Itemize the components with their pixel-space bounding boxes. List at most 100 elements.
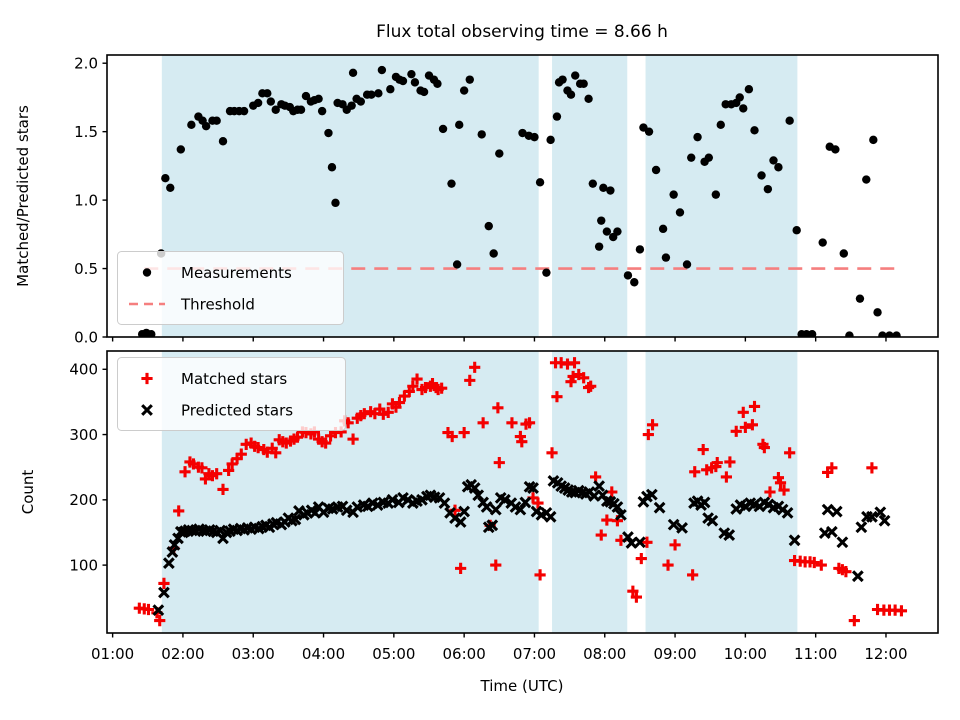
dot-marker [419,87,429,97]
plus-marker [746,419,758,431]
plus-marker [407,380,419,392]
dot-marker [386,85,395,94]
x-marker [788,534,801,547]
plus-marker [642,428,654,441]
dot-marker [495,149,504,158]
plus-marker [641,536,653,548]
plus-marker [720,471,732,483]
plus-marker [784,447,796,459]
dot-marker [687,153,696,162]
y-tick-label: 300 [69,426,98,444]
top-y-axis-label: Matched/Predicted stars [14,105,32,287]
x-marker [611,501,624,513]
dot-marker [452,260,462,269]
plus-marker [532,497,544,509]
dot-marker [630,278,639,287]
dot-marker [271,105,280,114]
plus-marker [748,400,761,413]
plus-marker [689,466,701,478]
dot-marker [301,91,311,101]
dot-marker [518,128,527,138]
plus-marker [455,562,467,574]
dot-marker [356,97,365,106]
dot-marker [367,90,376,99]
plus-marker [826,462,838,474]
dot-marker [704,153,714,162]
x-marker [825,525,838,538]
plus-marker [595,529,607,541]
y-tick-label: 1.0 [74,191,98,209]
legend-dot-marker [142,268,152,277]
dot-marker [433,79,442,88]
x-marker [645,488,658,501]
dot-marker [218,137,228,146]
plus-marker [173,505,185,517]
x-tick-label: 05:00 [372,645,415,663]
dot-marker [862,175,871,184]
plus-marker [534,569,546,581]
plus-marker [223,464,235,477]
legend-item-label: Threshold [180,295,255,313]
dot-marker [613,227,622,236]
plus-marker [758,442,770,454]
plus-marker [490,559,502,571]
x-tick-label: 10:00 [724,645,767,663]
bottom-legend: Matched stars Predicted stars [117,357,346,431]
x-marker [781,506,794,519]
dot-marker [885,331,894,337]
dot-marker [602,227,612,236]
dot-marker [769,156,778,165]
x-marker [667,518,680,531]
plus-marker [635,552,647,565]
dot-marker [327,163,337,172]
bottom-axes: 100 200 300 400 01:00 02:00 03:00 04:00 05:00 06:… [69,350,939,663]
plus-marker [196,462,208,474]
plus-marker [808,556,820,569]
dot-marker [546,135,555,145]
dot-marker [348,68,358,77]
plus-marker [179,466,191,478]
legend-item-label: Predicted stars [181,401,293,419]
plus-marker [774,477,787,489]
x-marker [600,495,613,508]
plus-marker [158,577,170,589]
plus-marker [669,539,681,551]
x-marker [472,489,485,502]
dot-marker [552,112,562,121]
legend-plus-marker [141,372,153,385]
x-marker [593,480,606,493]
top-legend: Measurements Threshold [117,251,344,325]
x-tick-label: 01:00 [91,645,134,663]
plus-marker [815,559,827,571]
x-marker [454,516,467,528]
dot-marker [757,171,766,180]
dot-marker [542,268,551,277]
dot-marker [739,104,748,113]
plus-marker [730,425,742,437]
dot-marker [465,75,474,84]
dot-marker [855,294,865,303]
y-tick-label: 200 [69,491,98,509]
dot-marker [711,190,721,199]
x-marker [527,482,539,494]
dot-marker [253,98,263,108]
x-marker [480,501,493,513]
plus-marker [662,559,674,571]
dot-marker [477,130,486,139]
dot-marker [606,186,615,195]
plus-marker [711,457,723,469]
plus-marker [646,419,659,431]
dot-marker [623,271,633,280]
dot-marker [347,101,356,110]
dot-marker [750,126,759,135]
axes-spines [106,350,939,634]
dot-marker [892,331,901,337]
figure-title: Flux total observing time = 8.66 h [376,22,668,42]
x-marker [855,521,868,534]
series-matched-stars [133,357,908,627]
plus-marker [142,603,155,616]
legend-item-label: Matched stars [181,370,287,388]
plus-marker [568,357,581,369]
plus-marker [469,361,481,373]
